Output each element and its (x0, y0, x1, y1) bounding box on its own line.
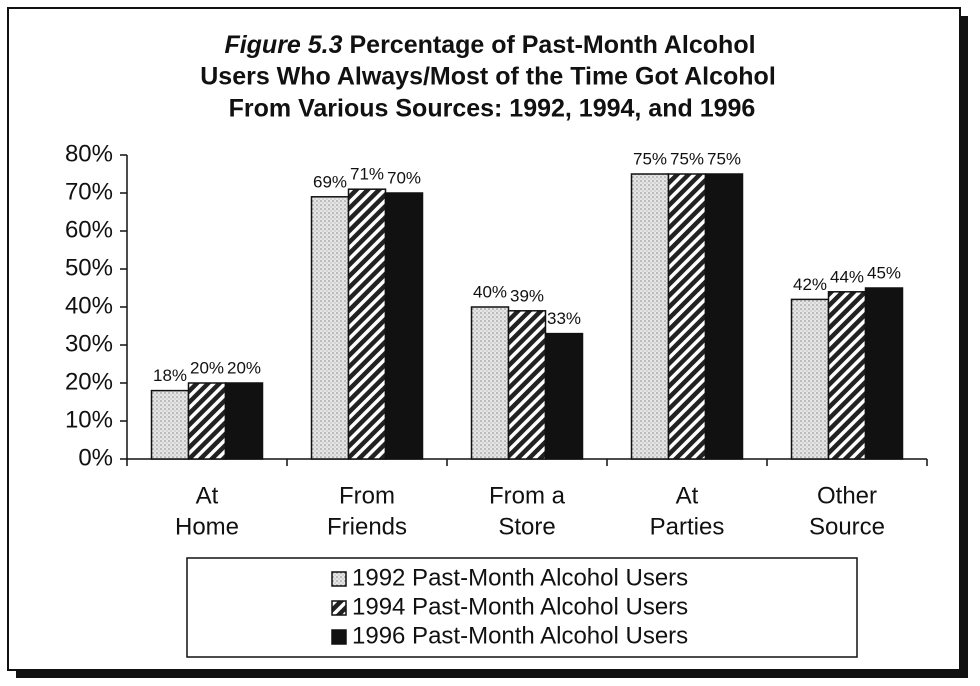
x-tick-label: Friends (327, 513, 407, 540)
title-text: Percentage of Past-Month Alcohol (349, 31, 755, 59)
x-tick-label: At (676, 482, 699, 509)
x-tick-label: Other (817, 482, 877, 509)
data-label: 75% (707, 149, 741, 168)
bar (667, 173, 707, 460)
bar (347, 188, 387, 460)
x-tick-label: Source (809, 513, 885, 540)
y-tick-label: 0% (78, 444, 113, 471)
title-line-2: Users Who Always/Most of the Time Got Al… (200, 63, 776, 91)
bar (544, 332, 584, 460)
data-label: 20% (190, 358, 224, 377)
x-tick-label: Home (175, 513, 239, 540)
y-tick-label: 50% (65, 254, 113, 281)
y-tick-label: 70% (65, 178, 113, 205)
bar (224, 382, 264, 460)
title-line-1: Figure 5.3 Percentage of Past-Month Alco… (224, 31, 755, 59)
data-label: 18% (153, 366, 187, 385)
legend-swatch (331, 629, 347, 645)
data-label: 44% (830, 267, 864, 286)
data-label: 42% (793, 275, 827, 294)
bar (310, 196, 350, 460)
bar (187, 382, 227, 460)
bar (827, 291, 867, 460)
data-label: 69% (313, 172, 347, 191)
y-tick-label: 20% (65, 368, 113, 395)
title-line-3: From Various Sources: 1992, 1994, and 19… (229, 95, 756, 123)
data-label: 39% (510, 286, 544, 305)
data-label: 71% (350, 165, 384, 184)
legend-label: 1994 Past-Month Alcohol Users (352, 593, 688, 620)
x-tick-label: From a (489, 482, 566, 509)
figure-label: Figure 5.3 (224, 31, 342, 59)
bar (470, 306, 510, 460)
legend-swatch (331, 571, 347, 587)
data-label: 75% (670, 149, 704, 168)
bar (704, 173, 744, 460)
x-tick-label: From (339, 482, 395, 509)
data-label: 70% (387, 168, 421, 187)
bar (790, 298, 830, 460)
data-label: 45% (867, 263, 901, 282)
legend-label: 1996 Past-Month Alcohol Users (352, 622, 688, 649)
y-tick-label: 40% (65, 292, 113, 319)
data-label: 75% (633, 149, 667, 168)
legend-label: 1992 Past-Month Alcohol Users (352, 564, 688, 591)
x-tick-label: Parties (650, 513, 725, 540)
y-tick-label: 80% (65, 140, 113, 167)
x-tick-label: At (196, 482, 219, 509)
legend-box (186, 557, 858, 658)
bar (864, 287, 904, 460)
data-label: 33% (547, 309, 581, 328)
data-label: 40% (473, 282, 507, 301)
y-tick-label: 60% (65, 216, 113, 243)
legend-swatch (331, 600, 347, 616)
y-tick-label: 10% (65, 406, 113, 433)
bar (507, 310, 547, 460)
bar (384, 192, 424, 460)
y-tick-label: 30% (65, 330, 113, 357)
data-label: 20% (227, 358, 261, 377)
bar (150, 389, 190, 460)
bar (630, 173, 670, 460)
x-tick-label: Store (498, 513, 555, 540)
